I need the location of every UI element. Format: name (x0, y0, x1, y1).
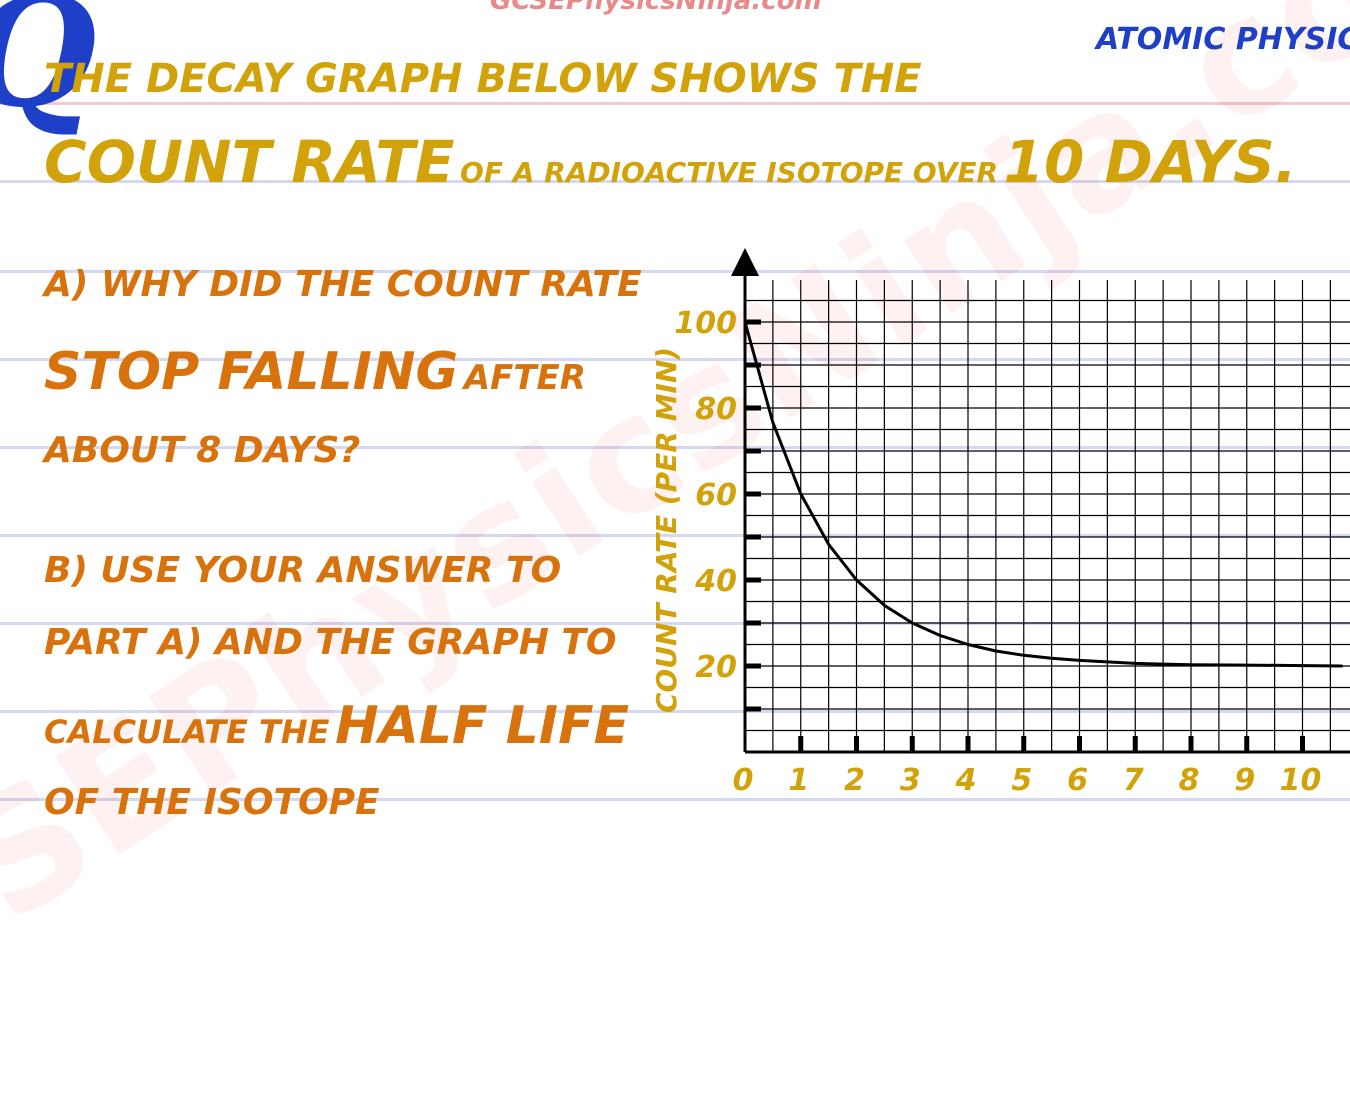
notebook-rule (0, 180, 1350, 183)
y-axis-arrow (731, 248, 759, 276)
y-axis-label: COUNT RATE (PER MIN) (650, 347, 683, 713)
y-tick-label: 80 (695, 392, 737, 427)
question-mark-logo: Q (0, 0, 97, 128)
part-a-line-1: A) WHY DID THE COUNT RATE (44, 264, 642, 305)
x-tick-label: 4 (955, 763, 977, 798)
x-tick-label: 5 (1011, 763, 1032, 798)
y-tick-label: 60 (695, 478, 737, 513)
part-a-after: AFTER (463, 358, 586, 398)
part-a-line-3: ABOUT 8 DAYS? (44, 430, 361, 471)
x-tick-label: 1 (788, 763, 809, 798)
y-tick-label: 40 (694, 564, 737, 599)
site-name: GCSEPhysicsNinja.com (490, 0, 822, 16)
notebook-rule (0, 446, 1350, 449)
intro-small-text: OF A RADIOACTIVE ISOTOPE OVER (460, 156, 999, 189)
part-a-big: STOP FALLING (44, 342, 459, 402)
intro-line-2: COUNT RATE OF A RADIOACTIVE ISOTOPE OVER… (44, 128, 1297, 196)
intro-line-1: THE DECAY GRAPH BELOW SHOWS THE (44, 56, 922, 102)
x-tick-label: 9 (1234, 763, 1255, 798)
part-b-big: HALF LIFE (335, 696, 630, 756)
x-tick-label: 3 (900, 763, 921, 798)
x-tick-label: 10 (1280, 763, 1322, 798)
part-b-line-2: PART A) AND THE GRAPH TO (44, 622, 617, 663)
part-b-line-3: CALCULATE THE HALF LIFE (44, 696, 629, 756)
y-tick-label: 20 (695, 650, 737, 685)
decay-chart: 20 40 60 80 100 0 1 2 3 4 5 6 7 8 9 10 COUNT RATE (PER M… (650, 248, 1350, 798)
x-tick-label: 0 (733, 763, 754, 798)
intro-big-count-rate: COUNT RATE (44, 128, 455, 196)
x-tick-label: 7 (1123, 763, 1144, 798)
intro-big-days: 10 DAYS. (1003, 128, 1297, 196)
part-b-line-1: B) USE YOUR ANSWER TO (44, 550, 562, 591)
notebook-rule (0, 798, 1350, 801)
x-tick-label: 2 (844, 763, 865, 798)
notebook-rule (0, 270, 1350, 273)
x-tick-label: 8 (1179, 763, 1200, 798)
notebook-rule (0, 710, 1350, 713)
decay-curve (743, 320, 1343, 668)
margin-rule (0, 102, 1350, 105)
part-b-small: CALCULATE THE (44, 713, 330, 751)
notebook-rule (0, 622, 1350, 625)
y-tick-label: 100 (674, 306, 737, 341)
part-a-line-2: STOP FALLING AFTER (44, 342, 586, 402)
notebook-rule (0, 358, 1350, 361)
topic-label: ATOMIC PHYSICS (1096, 22, 1350, 57)
x-tick-label: 6 (1067, 763, 1088, 798)
notebook-rule (0, 534, 1350, 537)
